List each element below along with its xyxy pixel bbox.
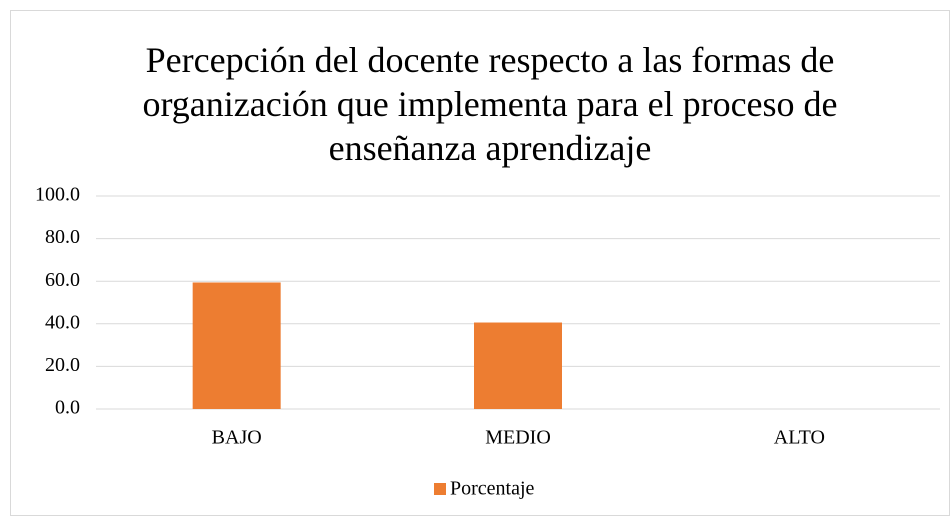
- chart-title: Percepción del docente respecto a las fo…: [142, 40, 838, 168]
- y-tick-label: 0.0: [55, 397, 80, 419]
- chart-frame: [10, 10, 950, 516]
- x-tick-label: BAJO: [212, 427, 262, 449]
- y-tick-label: 100.0: [35, 184, 80, 206]
- x-tick-label: ALTO: [774, 427, 825, 449]
- y-tick-label: 40.0: [45, 311, 80, 333]
- x-tick-label: MEDIO: [485, 427, 551, 449]
- bar: [474, 322, 562, 409]
- legend-label: Porcentaje: [450, 478, 535, 500]
- legend-swatch: [434, 483, 446, 495]
- y-tick-label: 20.0: [45, 354, 80, 376]
- y-tick-label: 80.0: [45, 226, 80, 248]
- y-tick-label: 60.0: [45, 269, 80, 291]
- bar: [192, 282, 281, 409]
